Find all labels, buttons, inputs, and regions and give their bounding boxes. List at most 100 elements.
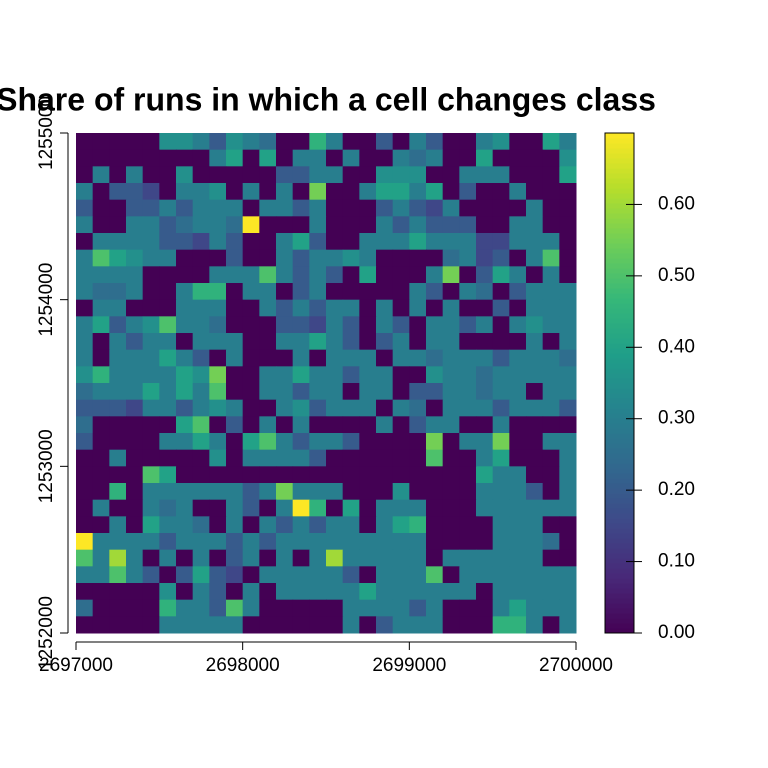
cell: [476, 466, 494, 484]
cell: [192, 499, 210, 517]
cell: [476, 249, 494, 267]
cell: [359, 583, 377, 601]
cell: [192, 599, 210, 617]
cell: [76, 599, 94, 617]
cell: [259, 383, 277, 401]
cell: [559, 533, 577, 551]
cell: [176, 449, 194, 467]
cell: [492, 183, 510, 201]
colorbar-step: [605, 488, 634, 494]
cell: [492, 483, 510, 501]
cell: [359, 233, 377, 251]
cell: [492, 466, 510, 484]
cell: [76, 383, 94, 401]
colorbar-step: [605, 213, 634, 219]
cell: [326, 249, 344, 267]
cell: [509, 566, 527, 584]
cell: [226, 466, 244, 484]
cell: [526, 133, 544, 151]
cell: [392, 499, 410, 517]
cell: [376, 466, 394, 484]
cell: [376, 199, 394, 217]
cell: [209, 166, 227, 184]
cell: [526, 566, 544, 584]
colorbar-frame: [604, 132, 635, 634]
cell: [142, 183, 160, 201]
cell: [76, 416, 94, 434]
cell: [142, 599, 160, 617]
cell: [276, 533, 294, 551]
cell: [159, 583, 177, 601]
cell: [309, 366, 327, 384]
cell: [459, 383, 477, 401]
cell: [559, 616, 577, 634]
cell: [159, 549, 177, 567]
cell: [259, 299, 277, 317]
cell: [526, 333, 544, 351]
cell: [326, 299, 344, 317]
cell: [559, 233, 577, 251]
colorbar-step: [605, 218, 634, 224]
cell: [492, 433, 510, 451]
cell: [92, 383, 110, 401]
cell: [359, 616, 377, 634]
cell: [159, 233, 177, 251]
cell: [209, 366, 227, 384]
cell: [342, 266, 360, 284]
cell: [376, 416, 394, 434]
cell: [326, 233, 344, 251]
cell: [259, 183, 277, 201]
cell: [192, 366, 210, 384]
cell: [476, 333, 494, 351]
cell: [376, 616, 394, 634]
cell: [159, 299, 177, 317]
cell: [92, 416, 110, 434]
cell: [326, 399, 344, 417]
colorbar-step: [605, 193, 634, 199]
cell: [292, 566, 310, 584]
cell: [242, 399, 260, 417]
cell: [376, 599, 394, 617]
cell: [342, 199, 360, 217]
cell: [176, 433, 194, 451]
cell: [426, 249, 444, 267]
cell: [176, 233, 194, 251]
cell: [276, 583, 294, 601]
cell: [126, 333, 144, 351]
cell: [92, 333, 110, 351]
cell: [376, 549, 394, 567]
colorbar-step: [605, 278, 634, 284]
cell: [109, 383, 127, 401]
colorbar-step: [605, 573, 634, 579]
cell: [309, 316, 327, 334]
cell: [559, 433, 577, 451]
cell: [92, 566, 110, 584]
cell: [76, 216, 94, 234]
cell: [126, 183, 144, 201]
y-tick-label: 1255000: [36, 96, 57, 170]
cell: [409, 316, 427, 334]
cell: [492, 149, 510, 167]
cell: [226, 533, 244, 551]
cell: [276, 466, 294, 484]
colorbar-step: [605, 483, 634, 489]
cell: [342, 383, 360, 401]
cell: [109, 266, 127, 284]
cell: [526, 199, 544, 217]
colorbar-step: [605, 183, 634, 189]
cell: [509, 533, 527, 551]
colorbar-step: [605, 528, 634, 534]
cell: [176, 133, 194, 151]
cell: [476, 383, 494, 401]
cell: [159, 199, 177, 217]
cell: [392, 483, 410, 501]
cell: [226, 599, 244, 617]
cell: [326, 616, 344, 634]
cell: [259, 199, 277, 217]
cell: [126, 449, 144, 467]
cell: [292, 333, 310, 351]
cell: [159, 516, 177, 534]
cell: [476, 449, 494, 467]
cell: [226, 416, 244, 434]
